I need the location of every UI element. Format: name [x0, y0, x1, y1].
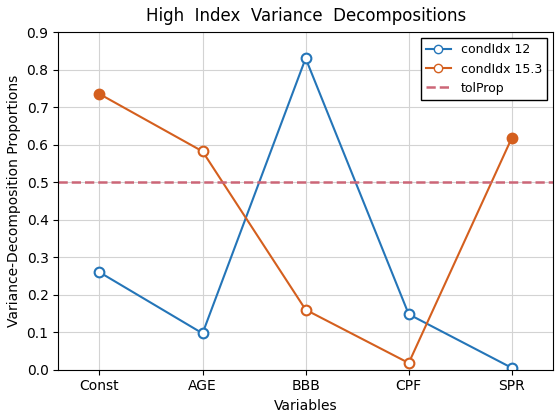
condIdx 15.3 [508, 135, 515, 140]
Legend: condIdx 12, condIdx 15.3, tolProp: condIdx 12, condIdx 15.3, tolProp [421, 38, 547, 100]
Y-axis label: Variance-Decomposition Proportions: Variance-Decomposition Proportions [7, 75, 21, 327]
condIdx 15.3 [405, 360, 412, 365]
condIdx 15.3 [199, 149, 206, 154]
condIdx 15.3 [96, 92, 103, 97]
Line: condIdx 12: condIdx 12 [95, 53, 517, 373]
condIdx 12 [199, 331, 206, 336]
tolProp [96, 180, 103, 185]
tolProp [199, 180, 206, 185]
condIdx 12 [96, 270, 103, 275]
X-axis label: Variables: Variables [274, 399, 338, 413]
condIdx 12 [405, 312, 412, 317]
condIdx 12 [302, 56, 309, 61]
Title: High  Index  Variance  Decompositions: High Index Variance Decompositions [146, 7, 466, 25]
Line: condIdx 15.3: condIdx 15.3 [100, 94, 512, 363]
condIdx 15.3 [302, 307, 309, 312]
condIdx 12 [508, 365, 515, 370]
